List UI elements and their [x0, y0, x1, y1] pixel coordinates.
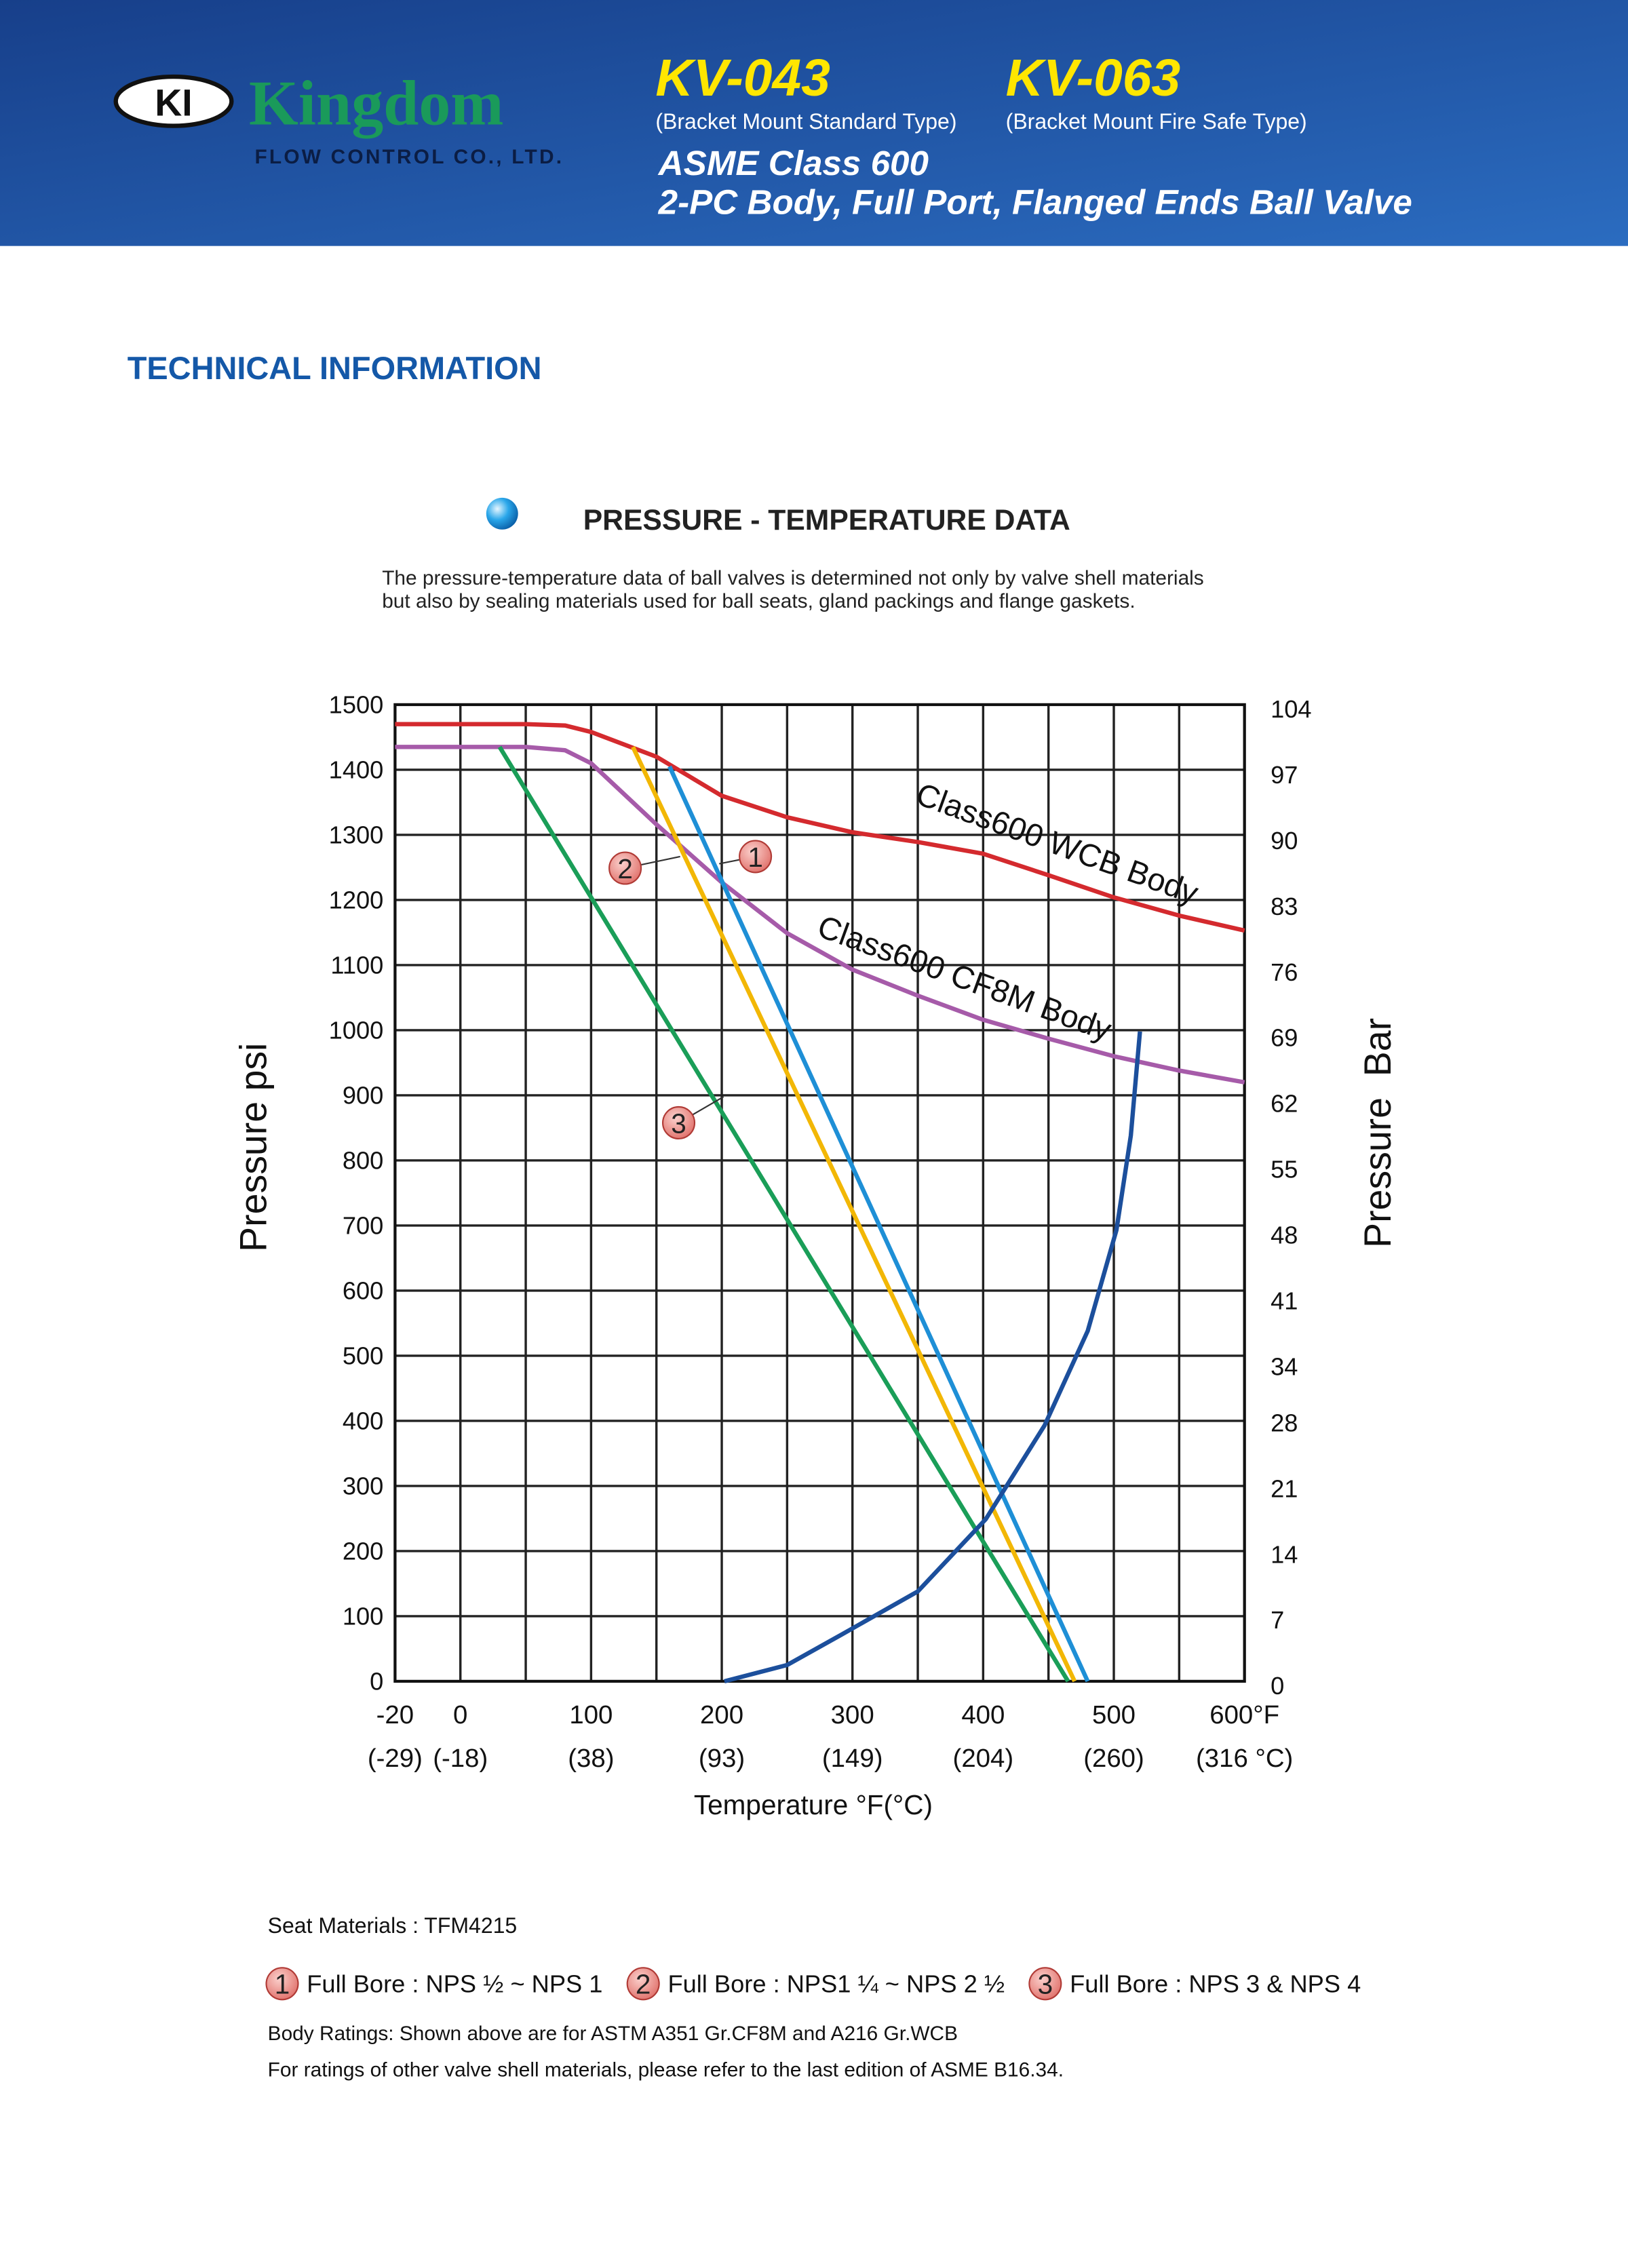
header-band [0, 0, 1628, 246]
y-tick-label: 900 [343, 1082, 383, 1110]
y-tick-label: 0 [370, 1668, 383, 1696]
y-tick-label: 100 [343, 1603, 383, 1630]
x-tick-label: 0 [453, 1700, 467, 1729]
badge [1028, 1967, 1062, 2001]
chart-subtitle: The pressure-temperature data of ball va… [382, 567, 1204, 589]
series-line [395, 722, 1245, 933]
badge [626, 1967, 660, 2001]
badge [608, 851, 642, 885]
pressure-class: ASME Class 600 [657, 144, 929, 182]
y2-tick-label: 21 [1271, 1474, 1298, 1502]
series-line [395, 745, 1245, 1084]
plot-frame [393, 703, 1246, 1683]
logo-text: KI [155, 82, 192, 124]
x2-tick-label: (316 °C) [1196, 1744, 1293, 1773]
badge-label: 2 [636, 1969, 651, 2000]
x-tick-label: 100 [569, 1700, 613, 1729]
y-tick-label: 1200 [329, 886, 384, 914]
model-type: (Bracket Mount Fire Safe Type) [1006, 109, 1307, 134]
brand: Kingdom [249, 68, 504, 138]
y2-tick-label: 55 [1271, 1156, 1298, 1184]
badge-label: 2 [617, 853, 633, 884]
x2-tick-label: (38) [568, 1744, 614, 1773]
y2-tick-label: 62 [1271, 1090, 1298, 1118]
y-tick-label: 700 [343, 1212, 383, 1240]
series-line [631, 745, 1077, 1683]
badge [739, 840, 773, 874]
badge-label: 1 [748, 842, 763, 873]
y-tick-label: 1000 [329, 1017, 384, 1044]
y2-tick-label: 69 [1271, 1024, 1298, 1052]
y2-tick-label: 28 [1271, 1409, 1298, 1436]
x-tick-label: 200 [700, 1700, 743, 1729]
x2-tick-label: (149) [822, 1744, 883, 1773]
y2-tick-label: 48 [1271, 1221, 1298, 1249]
badge [265, 1967, 299, 2001]
x-tick-label: 400 [961, 1700, 1005, 1729]
bullet [486, 497, 518, 530]
y-tick-label: 500 [343, 1342, 383, 1370]
x-tick-label: -20 [376, 1700, 414, 1729]
chart-title: PRESSURE - TEMPERATURE DATA [583, 504, 1070, 536]
x-tick-label: 300 [831, 1700, 874, 1729]
seat-note: Seat Materials : TFM4215 [268, 1913, 518, 1938]
y-tick-label: 1100 [330, 952, 383, 979]
y2-tick-label: 83 [1271, 893, 1298, 920]
series-line [497, 745, 1070, 1683]
x2-tick-label: (-29) [368, 1744, 423, 1773]
y-tick-label: 800 [343, 1147, 383, 1175]
y-tick-label: 1400 [329, 756, 384, 784]
y-axis-label: Pressure psi [233, 1043, 275, 1252]
y2-tick-label: 90 [1271, 827, 1298, 855]
series-annotation: Class600 WCB Body [912, 776, 1203, 911]
product-description: 2-PC Body, Full Port, Flanged Ends Ball … [658, 183, 1412, 222]
x-axis-label: Temperature °F(°C) [694, 1789, 933, 1820]
badge-label: 3 [1038, 1969, 1053, 2000]
legend-label: Full Bore : NPS 3 & NPS 4 [1070, 1970, 1361, 1998]
x2-tick-label: (-18) [433, 1744, 488, 1773]
series-line [667, 765, 1090, 1683]
y2-tick-label: 76 [1271, 958, 1298, 986]
y2-tick-label: 0 [1271, 1672, 1284, 1700]
y-tick-label: 1500 [329, 691, 384, 719]
y2-tick-label: 104 [1271, 695, 1311, 723]
y-tick-label: 1300 [329, 821, 384, 849]
badge [662, 1106, 696, 1139]
x2-tick-label: (93) [699, 1744, 745, 1773]
y2-axis-label: Pressure Bar [1357, 1018, 1399, 1248]
y-tick-label: 300 [343, 1472, 383, 1500]
legend-label: Full Bore : NPS1 ¼ ~ NPS 2 ½ [667, 1970, 1005, 1998]
x-tick-label: 600°F [1209, 1700, 1279, 1729]
y2-tick-label: 7 [1271, 1606, 1284, 1634]
logo-mark [113, 74, 234, 128]
y2-tick-label: 41 [1271, 1287, 1298, 1314]
model-code: KV-063 [1006, 49, 1181, 107]
x-tick-label: 500 [1092, 1700, 1136, 1729]
badge-label: 3 [671, 1108, 686, 1139]
model-code: KV-043 [655, 49, 830, 107]
y-tick-label: 200 [343, 1538, 383, 1565]
company: FLOW CONTROL CO., LTD. [254, 146, 564, 168]
y-tick-label: 400 [343, 1407, 383, 1435]
body-note: Body Ratings: Shown above are for ASTM A… [268, 2022, 958, 2045]
series-annotation: Class600 CF8M Body [813, 909, 1117, 1048]
reference-note: For ratings of other valve shell materia… [268, 2058, 1064, 2081]
x2-tick-label: (260) [1083, 1744, 1144, 1773]
y2-tick-label: 14 [1271, 1540, 1298, 1568]
x2-tick-label: (204) [953, 1744, 1014, 1773]
model-type: (Bracket Mount Standard Type) [655, 109, 956, 134]
y2-tick-label: 97 [1271, 761, 1298, 789]
chart-subtitle: but also by sealing materials used for b… [382, 590, 1135, 612]
badge-label: 1 [275, 1969, 290, 2000]
series-line [724, 1031, 1142, 1684]
y-tick-label: 600 [343, 1277, 383, 1305]
section-title: TECHNICAL INFORMATION [128, 351, 542, 386]
y2-tick-label: 34 [1271, 1352, 1298, 1380]
legend-label: Full Bore : NPS ½ ~ NPS 1 [307, 1970, 602, 1998]
